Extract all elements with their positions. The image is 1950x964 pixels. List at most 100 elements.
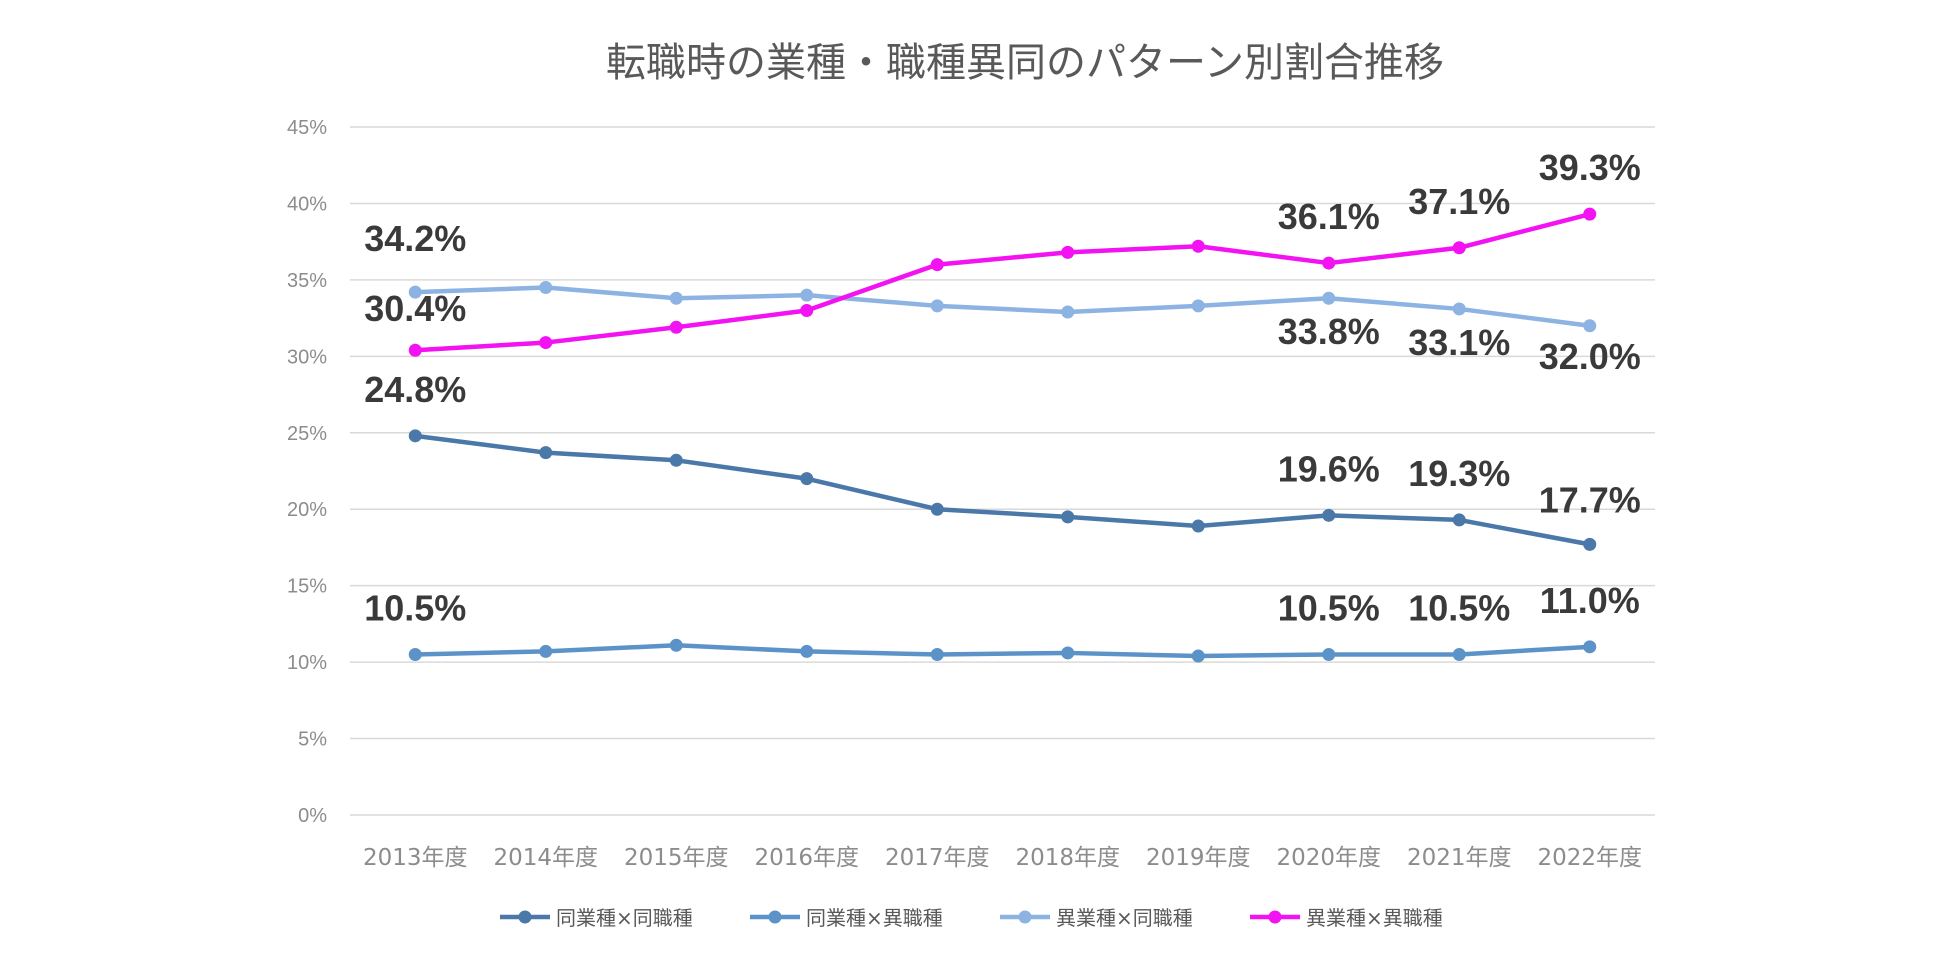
data-point xyxy=(800,644,814,658)
x-tick-label: 2019年度 xyxy=(1146,845,1251,871)
data-point xyxy=(1061,510,1075,524)
series-3 xyxy=(408,281,1597,333)
data-point xyxy=(930,299,944,313)
data-label: 17.7% xyxy=(1539,479,1641,520)
x-tick-label: 2022年度 xyxy=(1537,845,1642,871)
legend-label: 同業種×異職種 xyxy=(806,906,943,930)
x-tick-label: 2021年度 xyxy=(1407,845,1512,871)
data-point xyxy=(539,644,553,658)
y-tick-label: 20% xyxy=(287,499,327,521)
data-point xyxy=(408,343,422,357)
legend-item: 同業種×同職種 xyxy=(500,906,693,930)
data-point xyxy=(539,336,553,350)
series-lines xyxy=(408,207,1597,663)
legend-item: 異業種×同職種 xyxy=(1000,906,1193,930)
data-point xyxy=(1191,299,1205,313)
series-line xyxy=(413,211,1592,353)
x-tick-label: 2017年度 xyxy=(885,845,990,871)
y-tick-label: 40% xyxy=(287,193,327,215)
gridlines xyxy=(350,126,1655,816)
data-label: 39.3% xyxy=(1539,147,1641,188)
data-label: 32.0% xyxy=(1539,336,1641,377)
data-point xyxy=(800,303,814,317)
data-point xyxy=(408,285,422,299)
legend-marker xyxy=(518,910,532,924)
data-point xyxy=(1583,640,1597,654)
data-point xyxy=(1322,647,1336,661)
data-point xyxy=(408,429,422,443)
data-point xyxy=(1452,302,1466,316)
legend-label: 同業種×同職種 xyxy=(556,906,693,930)
data-label: 33.8% xyxy=(1278,311,1380,352)
data-point xyxy=(1191,649,1205,663)
x-tick-label: 2013年度 xyxy=(363,845,468,871)
series-2 xyxy=(408,638,1597,663)
data-point xyxy=(1061,305,1075,319)
y-tick-label: 35% xyxy=(287,270,327,292)
data-point xyxy=(1583,207,1597,221)
y-tick-label: 15% xyxy=(287,576,327,598)
x-tick-label: 2018年度 xyxy=(1015,845,1120,871)
data-point xyxy=(1322,256,1336,270)
series-line xyxy=(413,285,1592,329)
series-4 xyxy=(408,207,1597,357)
data-point xyxy=(669,291,683,305)
data-label: 11.0% xyxy=(1540,580,1640,621)
data-label: 19.3% xyxy=(1408,453,1510,494)
data-point xyxy=(1191,239,1205,253)
data-point xyxy=(669,638,683,652)
data-point xyxy=(930,258,944,272)
data-point xyxy=(1061,646,1075,660)
data-point xyxy=(1061,245,1075,259)
data-label: 10.5% xyxy=(1408,587,1510,628)
data-point xyxy=(1322,508,1336,522)
data-point xyxy=(539,446,553,460)
data-point xyxy=(1452,513,1466,527)
data-label: 34.2% xyxy=(364,218,466,259)
y-tick-label: 25% xyxy=(287,423,327,445)
data-point xyxy=(800,288,814,302)
y-tick-label: 0% xyxy=(298,805,327,827)
legend: 同業種×同職種 同業種×異職種 異業種×同職種 異業種×異職種 xyxy=(500,906,1443,930)
data-label: 33.1% xyxy=(1408,322,1510,363)
data-label: 36.1% xyxy=(1278,196,1380,237)
chart-title: 転職時の業種・職種異同のパターン別割合推移 xyxy=(606,40,1444,86)
data-point xyxy=(1452,647,1466,661)
legend-item: 異業種×異職種 xyxy=(1250,906,1443,930)
x-tick-label: 2014年度 xyxy=(493,845,598,871)
data-point xyxy=(1583,537,1597,551)
data-point xyxy=(930,502,944,516)
data-point xyxy=(1191,519,1205,533)
series-1 xyxy=(408,429,1597,551)
data-point xyxy=(1322,291,1336,305)
data-point xyxy=(930,647,944,661)
data-label: 37.1% xyxy=(1408,181,1510,222)
data-label: 30.4% xyxy=(364,288,466,329)
data-point xyxy=(539,281,553,295)
data-point xyxy=(1452,241,1466,255)
data-label: 10.5% xyxy=(364,587,466,628)
x-tick-label: 2020年度 xyxy=(1276,845,1381,871)
data-point xyxy=(669,320,683,334)
data-labels: 24.8% 19.6% 19.3% 17.7% 10.5% 10.5% 10.5% 11.0%… xyxy=(364,147,1641,628)
series-line xyxy=(413,643,1592,659)
legend-marker xyxy=(768,910,782,924)
series-line xyxy=(413,433,1592,547)
data-label: 10.5% xyxy=(1278,587,1380,628)
legend-item: 同業種×異職種 xyxy=(750,906,943,930)
data-point xyxy=(800,472,814,486)
data-point xyxy=(1583,319,1597,333)
legend-label: 異業種×同職種 xyxy=(1056,906,1193,930)
legend-marker xyxy=(1268,910,1282,924)
legend-label: 異業種×異職種 xyxy=(1306,906,1443,930)
data-label: 24.8% xyxy=(364,369,466,410)
x-tick-label: 2015年度 xyxy=(624,845,729,871)
y-tick-label: 30% xyxy=(287,346,327,368)
y-tick-label: 45% xyxy=(287,117,327,139)
legend-marker xyxy=(1018,910,1032,924)
y-tick-label: 10% xyxy=(287,652,327,674)
x-axis-ticks: 2013年度 2014年度 2015年度 2016年度 2017年度 2018年度 2019… xyxy=(363,845,1642,871)
y-axis-ticks: 0% 5% 10% 15% 20% 25% 30% 35% 40% 45% xyxy=(287,117,327,827)
